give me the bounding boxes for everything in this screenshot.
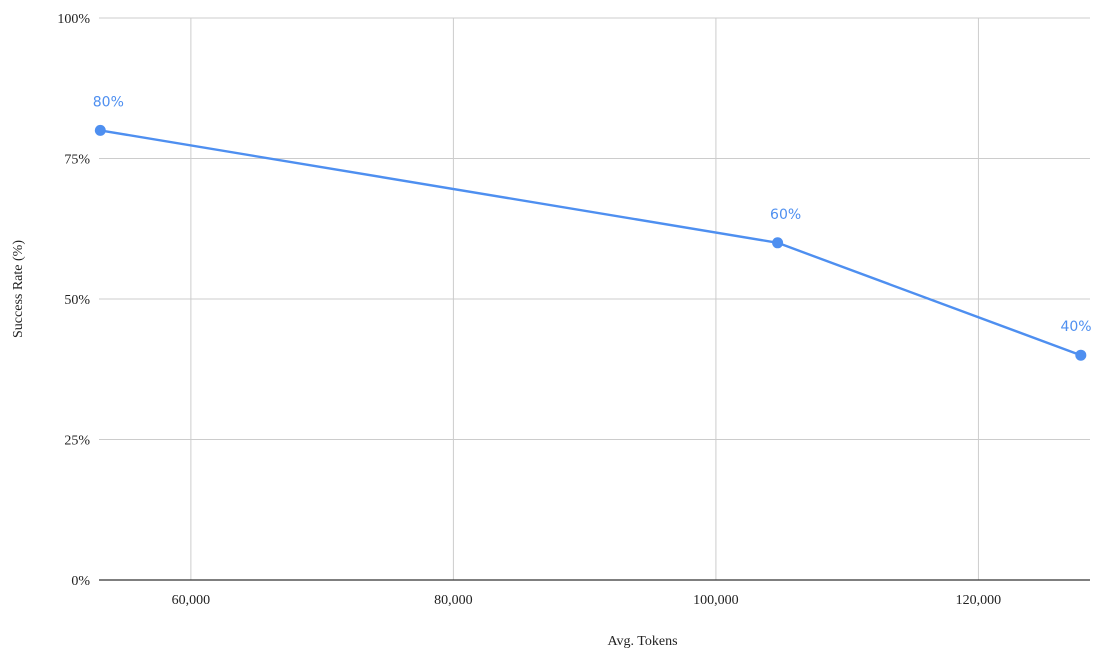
series-line <box>100 129 1082 357</box>
y-tick-label: 100% <box>57 12 90 27</box>
x-tick-label: 120,000 <box>956 593 1002 608</box>
y-tick-label: 75% <box>64 153 90 168</box>
data-point <box>772 237 784 249</box>
series <box>94 124 1087 361</box>
axes: 0% 25% 50% 75% 100% 60,000 80,000 100,000 120,00… <box>57 12 1090 608</box>
x-tick-label: 80,000 <box>434 593 473 608</box>
y-tick-label: 25% <box>64 434 90 449</box>
labels: 80% 60% 40% <box>93 94 1092 335</box>
y-axis-title: Success Rate (%) <box>11 240 26 338</box>
data-point <box>94 124 106 136</box>
data-point <box>1075 349 1087 361</box>
data-label: 60% <box>770 207 801 223</box>
x-axis-title: Avg. Tokens <box>607 634 677 649</box>
data-label: 40% <box>1060 319 1091 335</box>
grid-lines <box>99 17 1090 580</box>
y-tick-label: 0% <box>71 574 90 589</box>
x-tick-label: 60,000 <box>172 593 211 608</box>
y-tick-label: 50% <box>64 293 90 308</box>
x-tick-label: 100,000 <box>693 593 739 608</box>
data-label: 80% <box>93 94 124 110</box>
